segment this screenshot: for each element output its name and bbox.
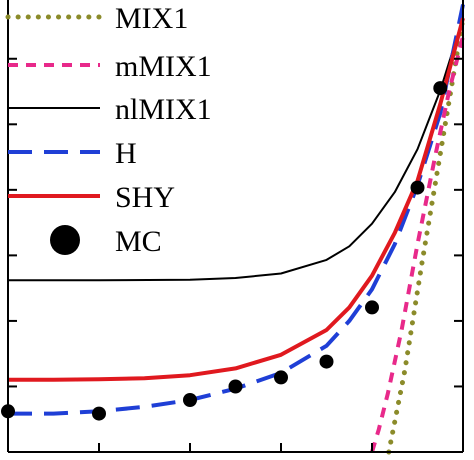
legend-label-h: H bbox=[115, 137, 137, 170]
legend-marker-mc bbox=[50, 225, 80, 255]
axes-layer bbox=[7, 0, 464, 453]
data-point-mc bbox=[319, 354, 334, 369]
series-line-h bbox=[8, 4, 465, 416]
data-point-mc bbox=[183, 393, 197, 407]
legend-label-mc: MC bbox=[115, 225, 162, 258]
series-line-nlmix1 bbox=[8, 17, 464, 282]
data-point-mc bbox=[228, 379, 243, 394]
legend-label-shy: SHY bbox=[115, 181, 175, 214]
data-point-mc bbox=[365, 300, 379, 315]
data-point-mc bbox=[433, 81, 448, 96]
legend-label-mix1: MIX1 bbox=[115, 2, 188, 35]
series-layer bbox=[1, 4, 466, 455]
series-line-shy bbox=[8, 17, 465, 382]
series-line-mmix1 bbox=[370, 35, 465, 453]
legend-label-mmix1: mMIX1 bbox=[115, 50, 212, 83]
data-point-mc bbox=[410, 180, 425, 195]
series-line-mix1 bbox=[386, 15, 466, 455]
legend: MIX1 mMIX1 nlMIX1 H SHY MC bbox=[5, 2, 212, 258]
data-point-mc bbox=[274, 370, 288, 385]
data-point-mc bbox=[92, 406, 106, 421]
legend-label-nlmix1: nlMIX1 bbox=[115, 93, 212, 126]
